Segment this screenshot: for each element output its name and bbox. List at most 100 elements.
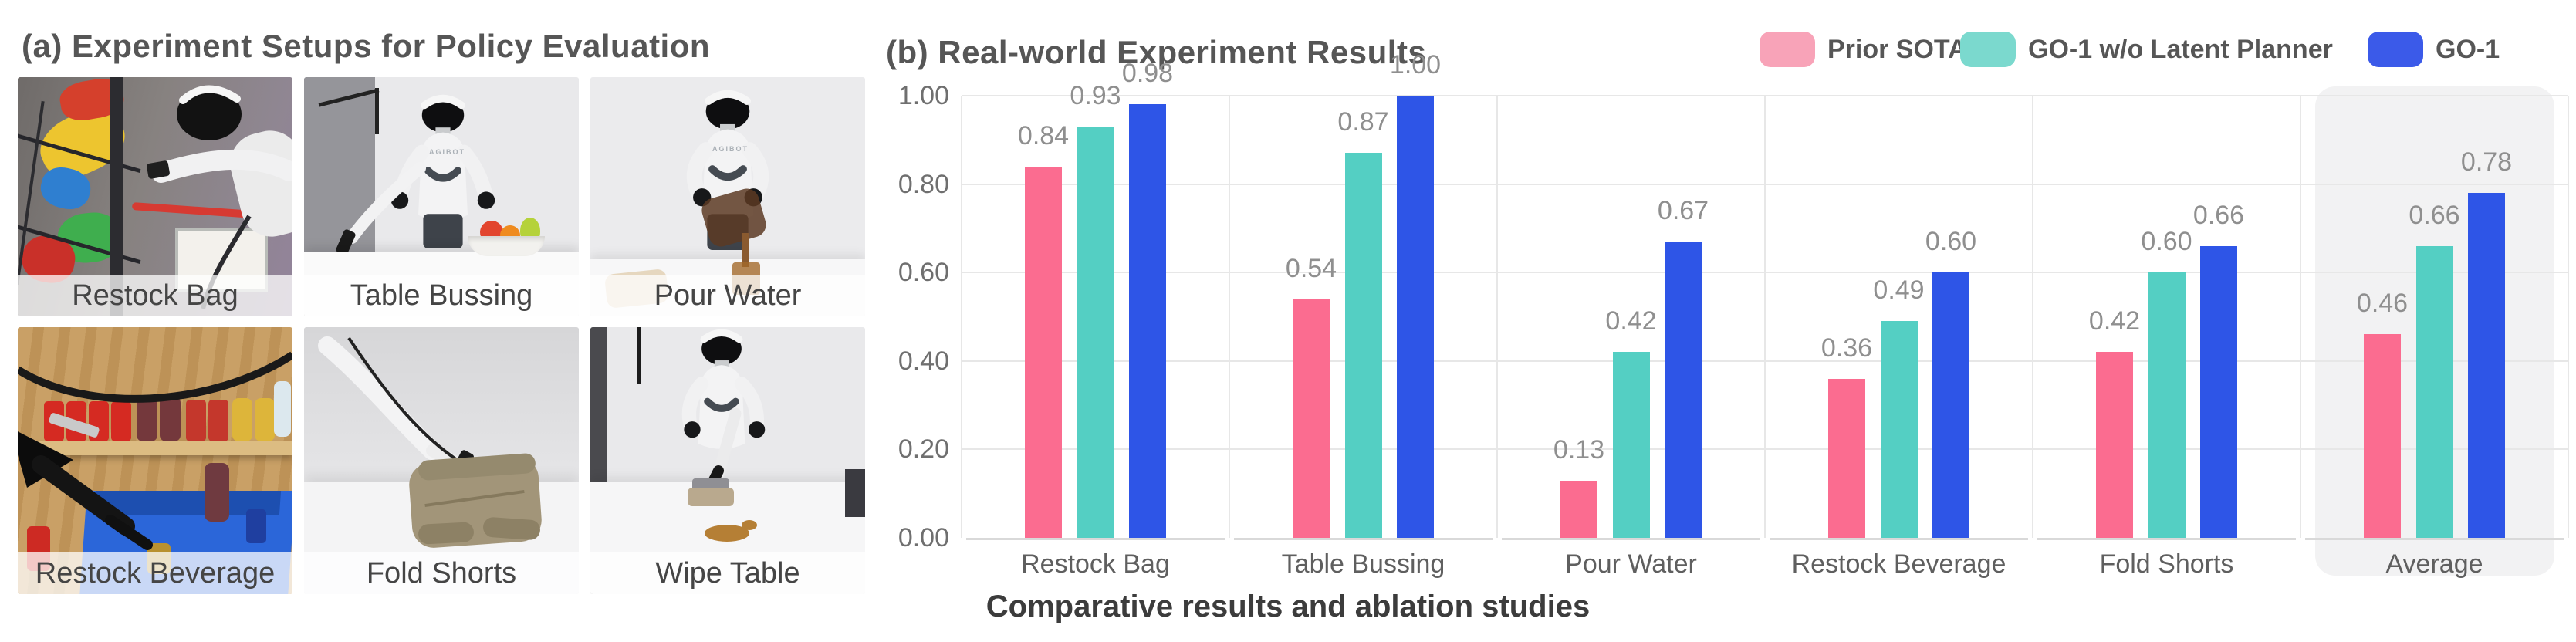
bar-go-1-w-o-latent-planner-restock-bag [1077, 127, 1114, 538]
bar-value-label: 0.13 [1553, 434, 1605, 465]
bar-value-label: 0.49 [1873, 275, 1925, 306]
gridline-v [1764, 96, 1766, 538]
panel-a-title: (a) Experiment Setups for Policy Evaluat… [22, 28, 711, 64]
stain-small [742, 520, 757, 530]
photo-pour-water: AGIBOT Pour Water [590, 77, 865, 316]
robot-extended-arm [336, 162, 426, 255]
bar-value-label: 0.66 [2409, 200, 2460, 230]
photo-label: Wipe Table [590, 552, 865, 594]
bar-go-1-table-bussing [1397, 96, 1434, 538]
bottle-maroon [160, 397, 181, 441]
bottle-yellow [232, 398, 252, 441]
bar-prior-sota-table-bussing [1293, 299, 1330, 538]
bar-value-label: 0.78 [2460, 147, 2513, 177]
bar-prior-sota-restock-beverage [1828, 378, 1865, 538]
legend-item-go1-wo-latent-planner: GO-1 w/o Latent Planner [1960, 32, 2333, 67]
bar-value-label: 0.93 [1070, 81, 1121, 111]
photo-table-bussing: AGIBOT Table Bussing [304, 77, 579, 316]
bar-go-1-restock-bag [1129, 104, 1166, 538]
blue-can [246, 509, 266, 543]
axis-segment [1502, 538, 1760, 540]
bar-value-label: 0.87 [1337, 107, 1389, 137]
legend-label-go1: GO-1 [2436, 34, 2500, 64]
gridline-v [2032, 96, 2033, 538]
photo-wipe-table: Wipe Table [590, 327, 865, 594]
bar-go-1-w-o-latent-planner-fold-shorts [2148, 272, 2186, 538]
shelf-board [18, 441, 292, 455]
sponge [688, 488, 734, 506]
y-tick-label: 0.80 [898, 169, 949, 199]
bar-value-label: 0.98 [1121, 59, 1174, 89]
bar-go-1-w-o-latent-planner-restock-beverage [1880, 321, 1918, 538]
bar-prior-sota-average [2364, 334, 2401, 538]
stain [705, 525, 749, 542]
lamp-rod [375, 88, 379, 134]
bar-value-label: 0.46 [2356, 289, 2409, 319]
bar-go-1-w-o-latent-planner-average [2415, 245, 2453, 538]
figure-caption: Comparative results and ablation studies [985, 590, 1591, 623]
y-tick-label: 0.60 [898, 258, 949, 288]
bar-value-label: 0.66 [2192, 200, 2245, 230]
y-tick-label: 0.20 [898, 434, 949, 465]
legend-label-go1-wo-latent-planner: GO-1 w/o Latent Planner [2028, 34, 2333, 64]
bar-value-label: 0.42 [2088, 306, 2141, 336]
axis-segment [966, 538, 1225, 540]
category-label: Average [2385, 549, 2483, 579]
legend-item-prior-sota: Prior SOTA [1760, 32, 1967, 67]
category-label: Pour Water [1565, 549, 1697, 579]
bottle-yellow [255, 398, 275, 441]
bar-go-1-average [2468, 193, 2505, 538]
panel-b-title: (b) Real-world Experiment Results [886, 34, 1427, 70]
bar-go-1-fold-shorts [2200, 245, 2237, 538]
robot-arm-illustration [147, 85, 292, 309]
category-label: Table Bussing [1281, 549, 1445, 579]
bar-value-label: 0.54 [1285, 253, 1337, 283]
y-tick-label: 1.00 [898, 81, 949, 110]
bar-value-label: 1.00 [1389, 50, 1442, 79]
cable-illustration [18, 351, 292, 403]
gridline-v [2300, 96, 2301, 538]
photo-restock-bag: Restock Bag [18, 77, 292, 316]
bar-go-1-restock-beverage [1932, 272, 1969, 538]
fruit-bowl [468, 236, 545, 256]
legend-item-go1: GO-1 [2368, 32, 2500, 67]
bar-go-1-w-o-latent-planner-table-bussing [1344, 153, 1382, 538]
axis-segment [2037, 538, 2296, 540]
axis-segment [2305, 538, 2564, 540]
gridline-v [2568, 96, 2569, 538]
legend-swatch-prior-sota [1760, 32, 1815, 67]
axis-segment [1234, 538, 1493, 540]
bar-prior-sota-restock-bag [1025, 166, 1062, 538]
bar-value-label: 0.60 [2141, 227, 2192, 257]
y-tick-label: 0.40 [898, 346, 949, 376]
shelf-pole [110, 77, 123, 316]
photo-label: Fold Shorts [304, 552, 579, 594]
legend-label-prior-sota: Prior SOTA [1827, 34, 1967, 64]
can-red-tall [186, 400, 206, 441]
axis-segment [1770, 538, 2028, 540]
bar-prior-sota-fold-shorts [2096, 352, 2133, 538]
bar-value-label: 0.60 [1925, 227, 1977, 257]
bar-prior-sota-pour-water [1560, 480, 1597, 538]
photo-restock-beverage: Restock Beverage [18, 327, 292, 594]
bar-value-label: 0.42 [1605, 306, 1657, 336]
water-stream [742, 233, 749, 267]
legend-swatch-go1 [2368, 32, 2423, 67]
water-bottle [274, 381, 291, 437]
bar-value-label: 0.67 [1657, 196, 1709, 226]
photo-fold-shorts: Fold Shorts [304, 327, 579, 594]
y-tick-label: 0.00 [898, 523, 949, 552]
photo-label: Restock Beverage [18, 552, 292, 594]
bar-value-label: 0.36 [1820, 333, 1873, 363]
robot-brand-text: AGIBOT [429, 148, 465, 156]
category-label: Fold Shorts [2099, 549, 2234, 579]
category-label: Restock Beverage [1791, 549, 2006, 579]
bottle-in-crate [205, 463, 229, 522]
robot-gripper-illustration [18, 413, 153, 550]
robot-brand-text: AGIBOT [712, 145, 749, 153]
photo-label: Pour Water [590, 275, 865, 316]
gridline-v [961, 96, 962, 538]
photo-label: Table Bussing [304, 275, 579, 316]
gridline-v [1229, 96, 1230, 538]
